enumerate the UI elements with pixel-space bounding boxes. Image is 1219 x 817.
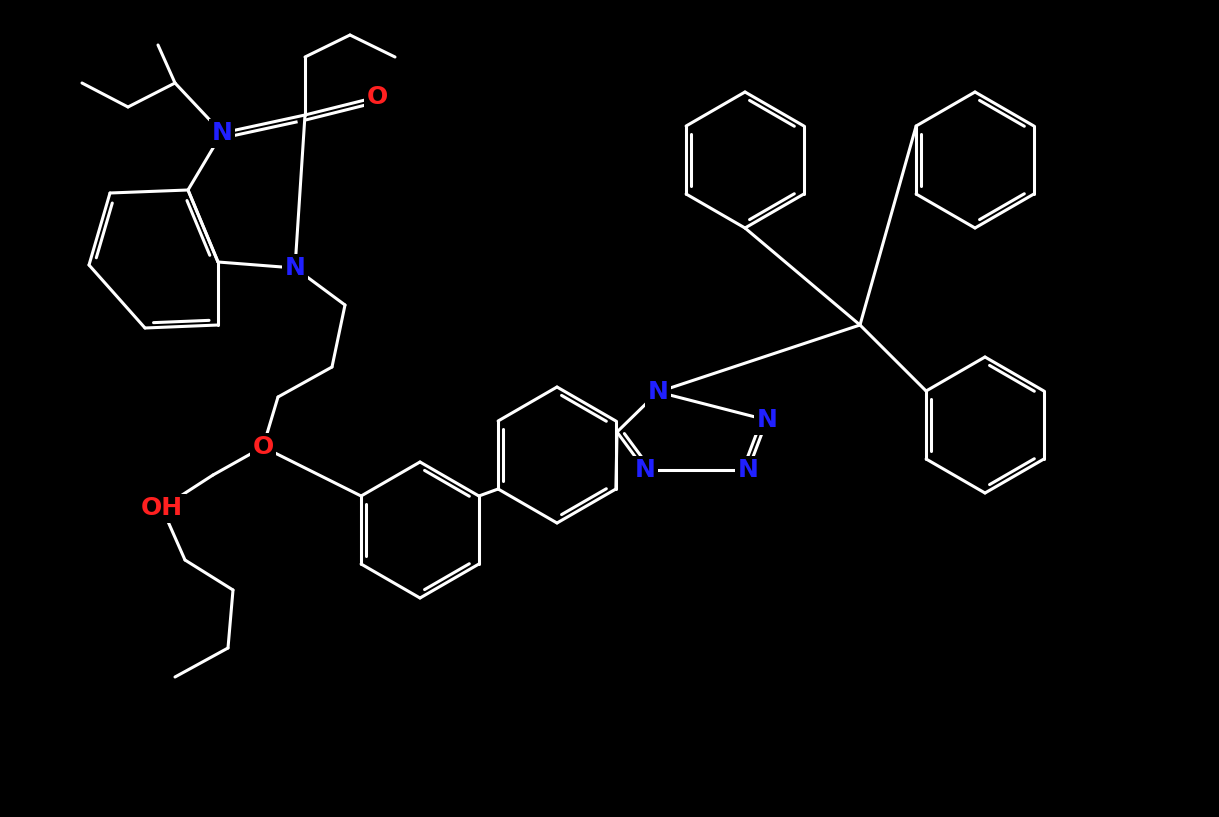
Text: N: N [737,458,758,482]
Text: N: N [757,408,778,432]
Text: N: N [635,458,656,482]
Text: O: O [367,85,388,109]
Text: N: N [647,380,668,404]
Text: N: N [284,256,306,280]
Text: OH: OH [141,496,183,520]
Text: N: N [212,121,233,145]
Text: O: O [252,435,273,459]
